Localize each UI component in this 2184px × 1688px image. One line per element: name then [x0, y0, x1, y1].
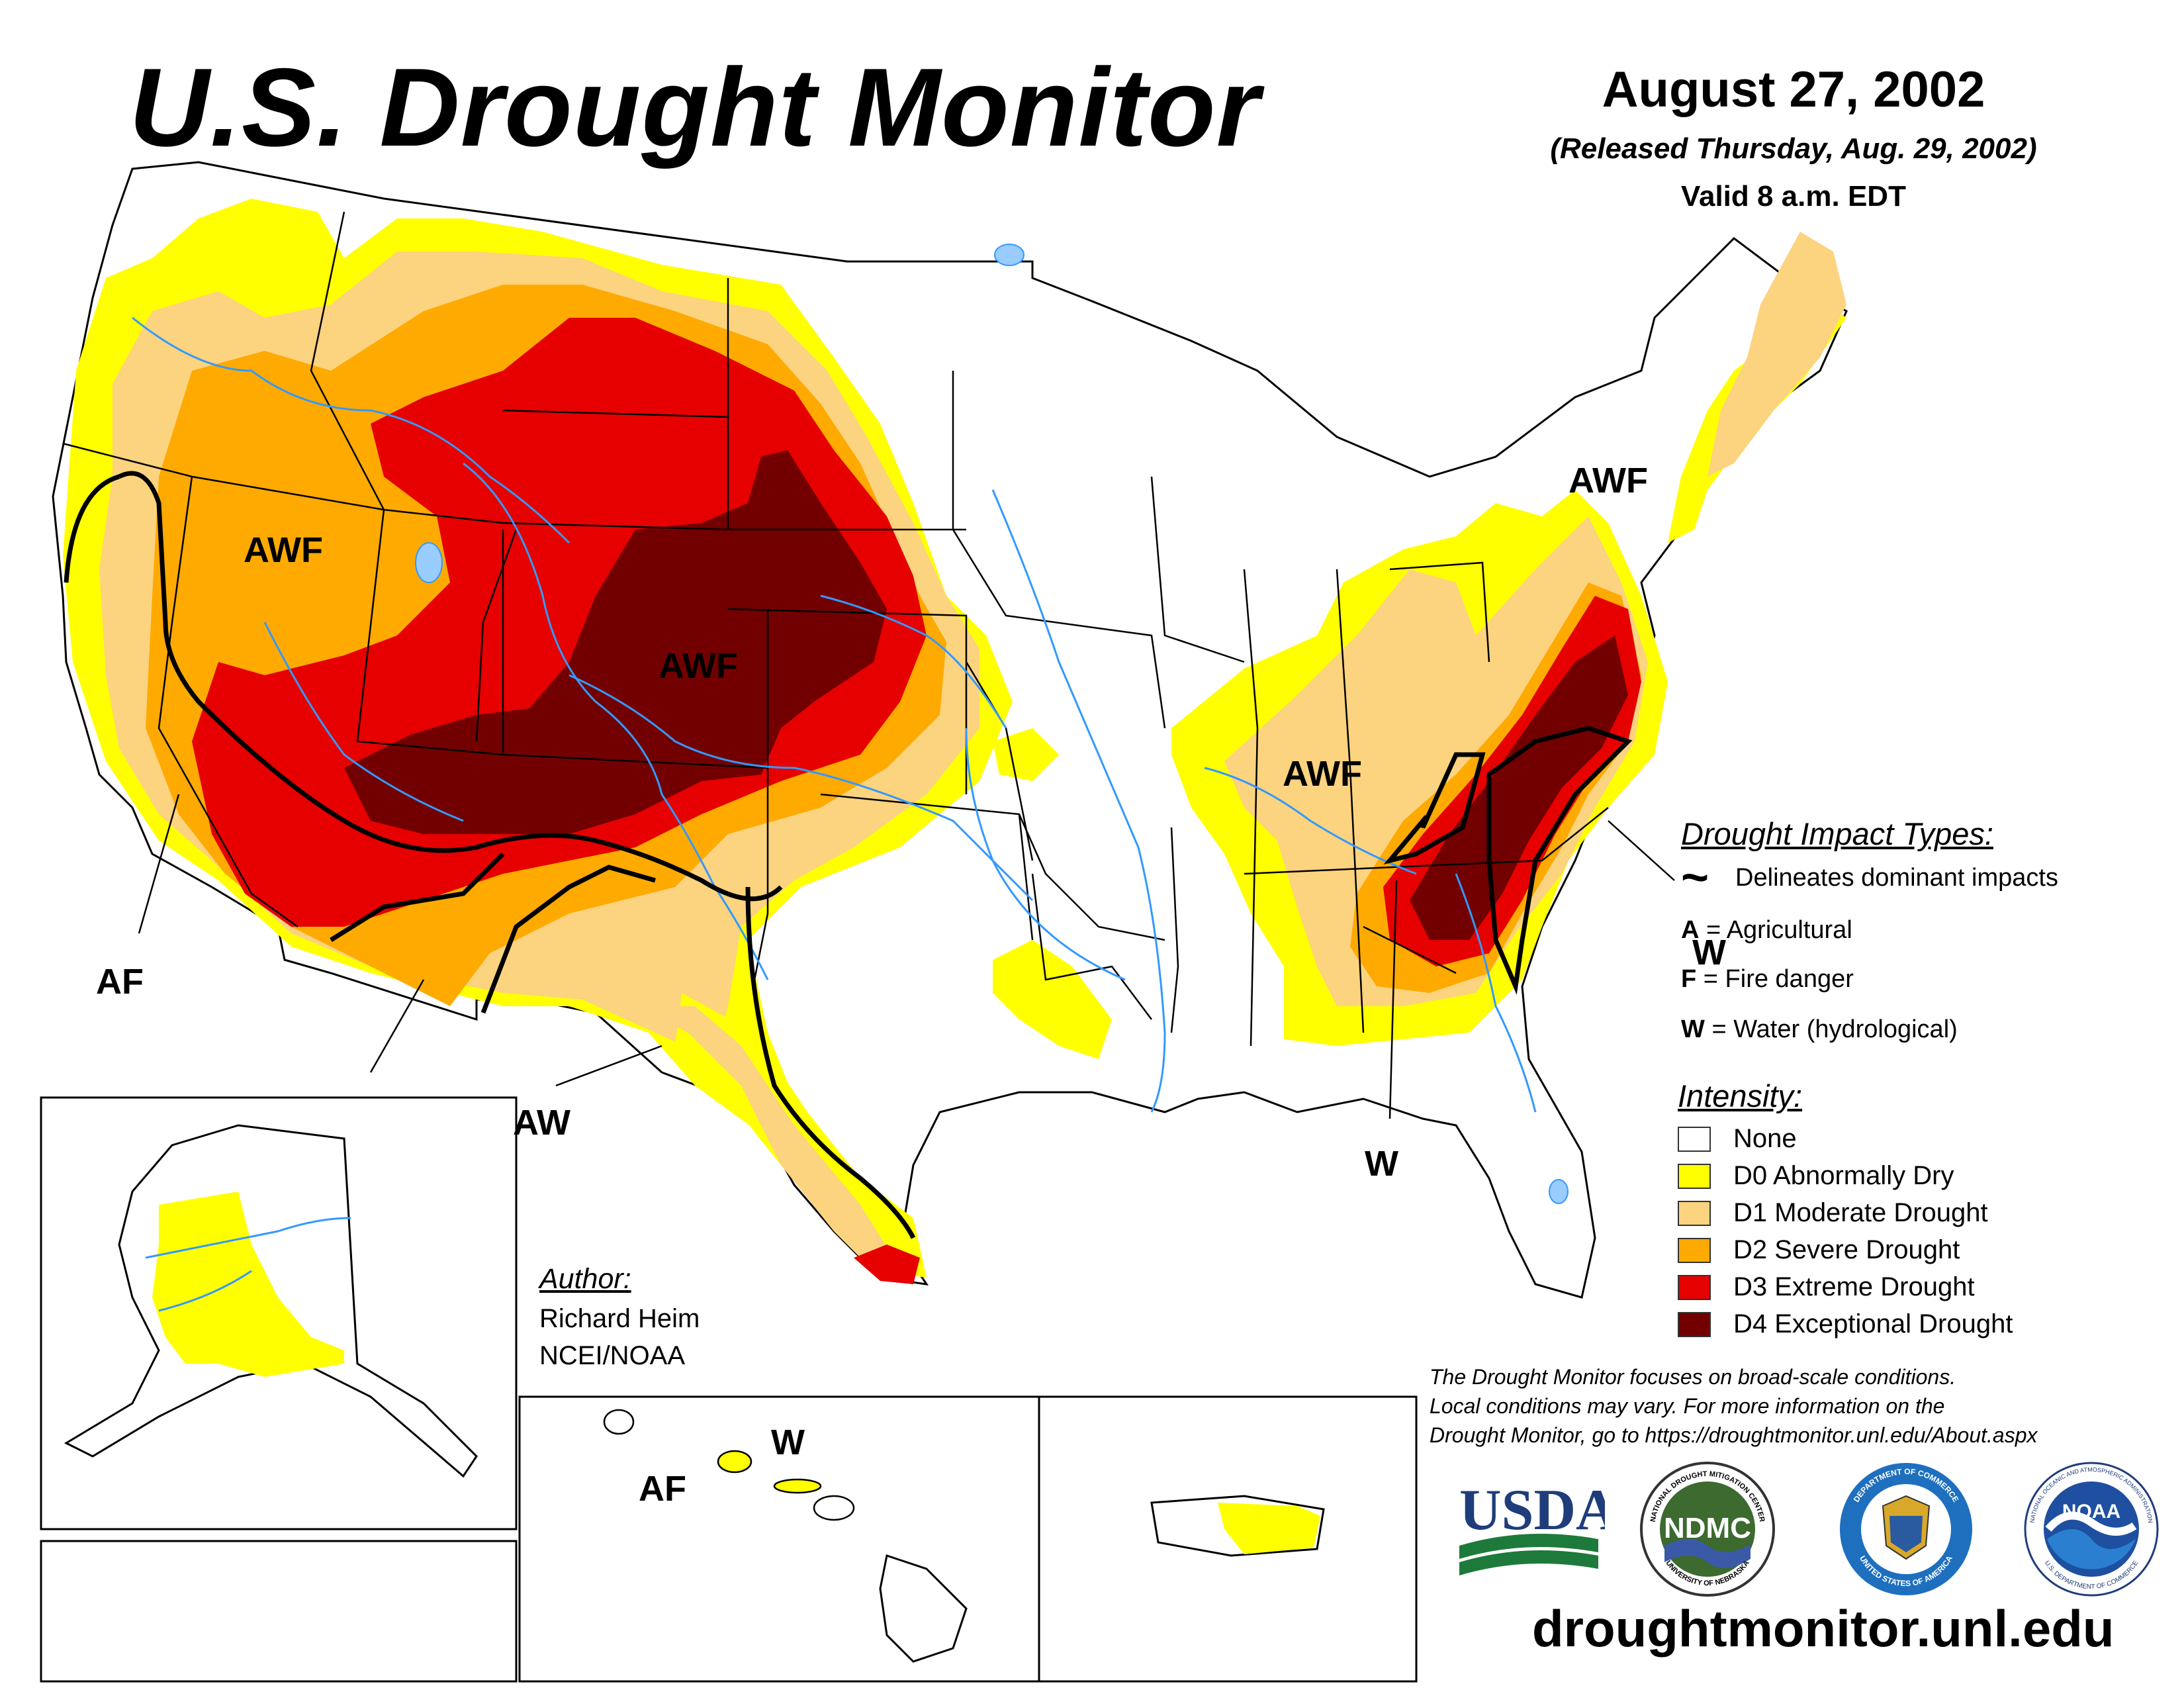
usda-logo: USDA: [1459, 1478, 1605, 1575]
release-date: (Released Thursday, Aug. 29, 2002): [1550, 132, 2037, 165]
label-w-legend-overlap: W: [1692, 933, 1726, 972]
intensity-label: D1 Moderate Drought: [1733, 1198, 1988, 1227]
intensity-label: D4 Exceptional Drought: [1733, 1309, 2013, 1338]
label-w-southeast: W: [1365, 1144, 1398, 1184]
intensity-item-d4: D4 Exceptional Drought: [1678, 1309, 2013, 1339]
label-awf-kentucky: AWF: [1283, 754, 1362, 794]
impact-legend-title: Drought Impact Types:: [1681, 816, 1993, 851]
impact-equals: =: [1706, 916, 1721, 944]
swatch-d0: [1678, 1163, 1711, 1189]
author-title: Author:: [539, 1263, 631, 1295]
ndmc-text: NDMC: [1664, 1512, 1751, 1544]
intensity-label: D3 Extreme Drought: [1733, 1272, 1975, 1301]
swatch-d4: [1678, 1311, 1711, 1337]
impact-item-water: W = Water (hydrological): [1681, 1015, 1958, 1044]
impact-key: F: [1681, 965, 1697, 993]
d1-east: [1224, 516, 1648, 1006]
map-title: U.S. Drought Monitor: [129, 45, 1261, 169]
usda-text: USDA: [1459, 1478, 1605, 1542]
author-name: Richard Heim: [539, 1304, 700, 1333]
impact-desc: Fire danger: [1725, 965, 1854, 993]
alaska-inset: [40, 1096, 518, 1683]
noaa-text: NOAA: [2062, 1501, 2120, 1523]
puerto-rico-inset: [1038, 1395, 1418, 1683]
impact-delineates-row: ~ Delineates dominant impacts: [1681, 854, 2058, 902]
leader-lines: [138, 794, 1675, 1119]
impact-desc: Water (hydrological): [1733, 1015, 1958, 1043]
intensity-item-d0: D0 Abnormally Dry: [1678, 1161, 1954, 1191]
label-w-hawaii: W: [771, 1423, 805, 1462]
impact-item-agricultural: A = Agricultural: [1681, 916, 1852, 945]
impact-desc: Agricultural: [1726, 916, 1852, 944]
intensity-label: None: [1733, 1124, 1797, 1153]
noaa-logo: NOAA NATIONAL OCEANIC AND ATMOSPHERIC AD…: [2024, 1462, 2159, 1597]
impact-equals: =: [1711, 1015, 1727, 1043]
site-url[interactable]: droughtmonitor.unl.edu: [1532, 1599, 2115, 1658]
d3-texas-tip: [854, 1244, 920, 1284]
d1-texas: [635, 1006, 893, 1271]
impact-item-fire: F = Fire danger: [1681, 965, 1854, 994]
ndmc-logo: NDMC NATIONAL DROUGHT MITIGATION CENTER …: [1640, 1462, 1775, 1597]
label-af-california: AF: [96, 962, 144, 1002]
lakes: [415, 244, 1569, 1204]
disclaimer-line: Drought Monitor, go to https://droughtmo…: [1430, 1423, 2038, 1447]
rivers: [132, 316, 1537, 1113]
valid-time: Valid 8 a.m. EDT: [1681, 180, 1906, 212]
impact-delineations: [64, 471, 1633, 1239]
swatch-d2: [1678, 1237, 1711, 1263]
intensity-item-d1: D1 Moderate Drought: [1678, 1198, 1988, 1228]
label-awf-central: AWF: [659, 646, 738, 686]
intensity-item-d2: D2 Severe Drought: [1678, 1235, 1960, 1265]
d4-west: [344, 450, 887, 834]
disclaimer: The Drought Monitor focuses on broad-sca…: [1430, 1362, 2158, 1450]
intensity-item-d3: D3 Extreme Drought: [1678, 1272, 1975, 1302]
state-borders: [62, 211, 1609, 1047]
disclaimer-line: Local conditions may vary. For more info…: [1430, 1394, 1945, 1418]
d1-northeast: [1707, 232, 1846, 477]
intensity-item-none: None: [1678, 1124, 1797, 1154]
hawaii-inset: [518, 1395, 1040, 1683]
swatch-d1: [1678, 1200, 1711, 1226]
disclaimer-line: The Drought Monitor focuses on broad-sca…: [1430, 1365, 1956, 1389]
impact-equals: =: [1703, 965, 1718, 993]
impact-key: A: [1681, 916, 1700, 944]
label-awf-west: AWF: [244, 530, 323, 570]
intensity-label: D2 Severe Drought: [1733, 1235, 1960, 1264]
drought-areas: [63, 199, 1846, 1284]
swatch-d3: [1678, 1274, 1711, 1300]
impact-delineates-text: Delineates dominant impacts: [1735, 863, 2058, 892]
label-aw-texas: AW: [513, 1103, 570, 1143]
delineation-line-icon: ~: [1681, 851, 1709, 904]
d0-arkansas: [993, 940, 1112, 1059]
label-af-hawaii: AF: [639, 1469, 686, 1509]
intensity-label: D0 Abnormally Dry: [1733, 1161, 1954, 1190]
impact-key: W: [1681, 1015, 1705, 1043]
intensity-legend-title: Intensity:: [1678, 1078, 1803, 1113]
commerce-seal: DEPARTMENT OF COMMERCE UNITED STATES OF …: [1840, 1463, 1972, 1595]
map-date: August 27, 2002: [1602, 62, 1985, 118]
label-awf-northeast: AWF: [1569, 461, 1648, 500]
author-org: NCEI/NOAA: [539, 1341, 686, 1370]
swatch-none: [1678, 1126, 1711, 1152]
